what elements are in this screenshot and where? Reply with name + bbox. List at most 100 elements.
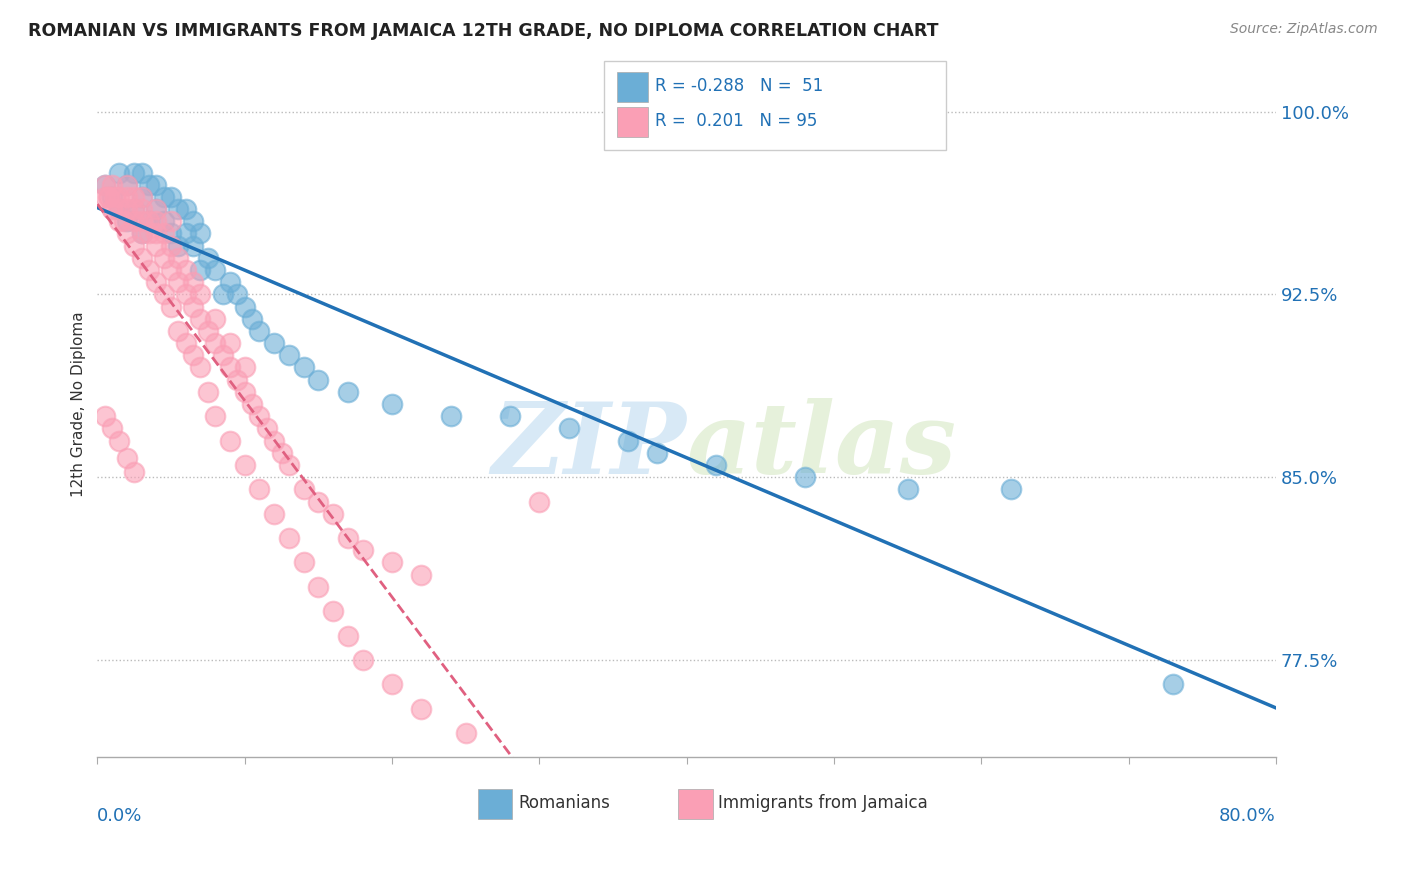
Point xyxy=(167,238,190,252)
Point xyxy=(558,421,581,435)
Point xyxy=(307,373,329,387)
Point xyxy=(97,190,120,204)
Point xyxy=(352,653,374,667)
Point xyxy=(204,311,226,326)
Point xyxy=(93,409,115,424)
Point xyxy=(152,214,174,228)
Point xyxy=(233,384,256,399)
FancyBboxPatch shape xyxy=(478,789,512,819)
Point xyxy=(181,348,204,362)
Point xyxy=(122,214,145,228)
Point xyxy=(897,483,920,497)
Point xyxy=(240,311,263,326)
Text: ZIP: ZIP xyxy=(492,398,686,495)
Point xyxy=(115,202,138,216)
Point xyxy=(115,214,138,228)
Text: ROMANIAN VS IMMIGRANTS FROM JAMAICA 12TH GRADE, NO DIPLOMA CORRELATION CHART: ROMANIAN VS IMMIGRANTS FROM JAMAICA 12TH… xyxy=(28,22,939,40)
Point xyxy=(322,604,344,618)
Text: R =  0.201   N = 95: R = 0.201 N = 95 xyxy=(655,112,817,130)
Point xyxy=(645,446,668,460)
Point xyxy=(115,178,138,192)
Point xyxy=(307,580,329,594)
Point xyxy=(152,251,174,265)
Point xyxy=(145,178,167,192)
Point xyxy=(122,238,145,252)
Point xyxy=(233,300,256,314)
Point xyxy=(454,726,477,740)
Point xyxy=(211,287,233,301)
Point xyxy=(529,494,551,508)
Point xyxy=(793,470,815,484)
Point xyxy=(115,178,138,192)
Point xyxy=(233,360,256,375)
Point xyxy=(160,214,183,228)
Point xyxy=(145,202,167,216)
Point xyxy=(197,384,219,399)
Point xyxy=(108,214,131,228)
Point xyxy=(336,629,359,643)
Point xyxy=(101,178,124,192)
Point xyxy=(145,227,167,241)
Point xyxy=(131,190,153,204)
Point xyxy=(190,287,212,301)
Text: Immigrants from Jamaica: Immigrants from Jamaica xyxy=(718,795,928,813)
Point xyxy=(138,214,160,228)
Point xyxy=(307,494,329,508)
Text: 80.0%: 80.0% xyxy=(1219,807,1277,825)
Point xyxy=(145,275,167,289)
Point xyxy=(204,336,226,351)
Point xyxy=(131,251,153,265)
Point xyxy=(131,214,153,228)
Point xyxy=(174,227,197,241)
Point xyxy=(704,458,727,472)
Point xyxy=(174,202,197,216)
Point xyxy=(411,567,433,582)
Point xyxy=(167,275,190,289)
Point xyxy=(167,251,190,265)
Point xyxy=(270,446,292,460)
Point xyxy=(190,227,212,241)
Point xyxy=(152,190,174,204)
Point xyxy=(352,543,374,558)
Point xyxy=(160,238,183,252)
Point xyxy=(131,227,153,241)
Point xyxy=(138,227,160,241)
Text: Source: ZipAtlas.com: Source: ZipAtlas.com xyxy=(1230,22,1378,37)
Point xyxy=(440,409,463,424)
Point xyxy=(167,324,190,338)
Point xyxy=(122,190,145,204)
Point xyxy=(381,677,404,691)
FancyBboxPatch shape xyxy=(679,789,713,819)
Point xyxy=(101,190,124,204)
Point xyxy=(249,409,271,424)
Point xyxy=(108,202,131,216)
Text: atlas: atlas xyxy=(686,398,956,495)
Point xyxy=(115,227,138,241)
Point xyxy=(240,397,263,411)
Point xyxy=(181,275,204,289)
Point xyxy=(292,483,315,497)
Point xyxy=(336,384,359,399)
Point xyxy=(115,190,138,204)
Point xyxy=(381,397,404,411)
Point xyxy=(174,263,197,277)
Point xyxy=(122,202,145,216)
Point xyxy=(197,251,219,265)
Text: 0.0%: 0.0% xyxy=(97,807,143,825)
Point xyxy=(131,190,153,204)
Point xyxy=(160,263,183,277)
Point xyxy=(93,190,115,204)
Point xyxy=(145,238,167,252)
Point xyxy=(226,373,249,387)
Point xyxy=(181,238,204,252)
Point xyxy=(219,434,242,448)
Text: Romanians: Romanians xyxy=(519,795,610,813)
Point xyxy=(1161,677,1184,691)
Point xyxy=(249,483,271,497)
Y-axis label: 12th Grade, No Diploma: 12th Grade, No Diploma xyxy=(72,311,86,497)
Point xyxy=(204,409,226,424)
Point xyxy=(249,324,271,338)
Point xyxy=(204,263,226,277)
Point xyxy=(233,458,256,472)
Point xyxy=(190,360,212,375)
